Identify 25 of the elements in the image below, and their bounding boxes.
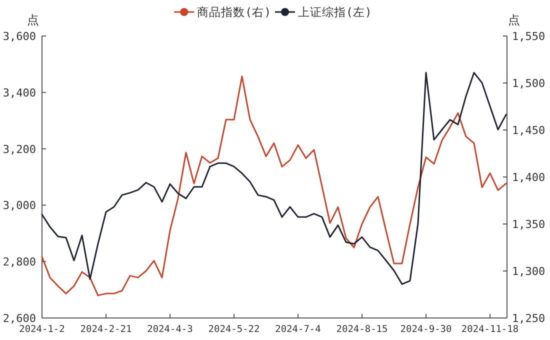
y2-tick-label: 1,550 (512, 30, 546, 43)
y-axis-title: 点 (27, 13, 39, 27)
y-tick-label: 3,000 (2, 199, 36, 212)
x-tick-label: 2024-11-18 (461, 324, 519, 335)
y-tick-label: 2,800 (2, 256, 36, 269)
x-tick-label: 2024-8-15 (336, 324, 388, 335)
y-tick-label: 3,600 (2, 30, 36, 43)
x-tick-label: 2024-5-22 (208, 324, 260, 335)
y2-tick-label: 1,450 (512, 124, 546, 137)
x-tick-label: 2024-1-2 (19, 324, 65, 335)
legend-label: 商品指数(右) (197, 5, 271, 19)
y2-tick-label: 1,250 (512, 312, 546, 325)
y2-tick-label: 1,500 (512, 77, 546, 90)
x-tick-label: 2024-2-21 (80, 324, 132, 335)
x-tick-label: 2024-4-3 (147, 324, 193, 335)
x-tick-label: 2024-7-4 (275, 324, 322, 335)
y-tick-label: 3,400 (2, 86, 36, 100)
y2-tick-label: 1,400 (512, 171, 546, 184)
y2-axis-title: 点 (508, 13, 520, 27)
legend-label: 上证综指(左) (298, 5, 372, 19)
y2-tick-label: 1,350 (512, 218, 546, 231)
x-tick-label: 2024-9-30 (400, 324, 452, 335)
y2-tick-label: 1,300 (512, 265, 546, 278)
y-tick-label: 3,200 (2, 142, 36, 156)
y-tick-label: 2,600 (2, 312, 36, 325)
